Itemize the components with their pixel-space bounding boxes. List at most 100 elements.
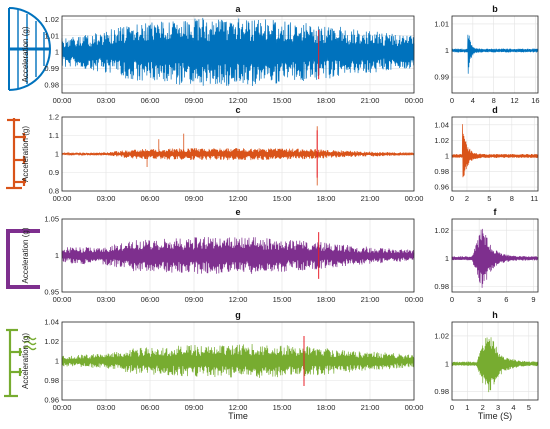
- y-axis-label: Acceleration (g): [21, 227, 30, 283]
- x-tick-label: 3: [496, 403, 500, 412]
- axes-box: [61, 15, 415, 94]
- x-tick-label: 21:00: [361, 295, 380, 304]
- damper-icon: [4, 328, 37, 398]
- signal-line: [451, 337, 539, 393]
- x-tick-label: 03:00: [97, 194, 116, 203]
- x-tick-label: 03:00: [97, 295, 116, 304]
- x-tick-label: 00:00: [53, 403, 72, 412]
- y-tick-label: 0.98: [44, 376, 59, 385]
- time-s-axis-label: Time (S): [478, 411, 512, 421]
- y-tick-label: 0.8: [49, 187, 59, 196]
- x-tick-label: 0: [450, 403, 454, 412]
- y-tick-label: 1: [445, 254, 449, 263]
- y-tick-label: 1.01: [434, 20, 449, 29]
- signal-line: [451, 228, 539, 288]
- y-axis-label: Acceleration (g): [21, 333, 30, 389]
- x-tick-label: 6: [504, 295, 508, 304]
- x-tick-label: 21:00: [361, 96, 380, 105]
- y-tick-label: 0.98: [434, 282, 449, 291]
- x-tick-label: 0: [450, 96, 454, 105]
- axes-box: [451, 321, 539, 401]
- y-tick-label: 0.95: [44, 288, 59, 297]
- x-tick-label: 06:00: [141, 295, 160, 304]
- y-tick-label: 0.98: [44, 80, 59, 89]
- axes-box: [451, 15, 539, 94]
- x-tick-label: 09:00: [185, 403, 204, 412]
- x-tick-label: 12:00: [229, 96, 248, 105]
- axes-box: [61, 116, 415, 192]
- signal-line: [61, 17, 415, 87]
- panel-f: 0 3 6 9 0.98 1 1.02 f: [434, 207, 539, 304]
- x-tick-label: 00:00: [405, 194, 424, 203]
- x-tick-label: 5: [487, 194, 491, 203]
- y-tick-label: 0.98: [434, 387, 449, 396]
- x-tick-label: 12:00: [229, 403, 248, 412]
- y-tick-label: 1.04: [44, 318, 59, 327]
- signal-line: [451, 124, 539, 178]
- y-tick-label: 1: [55, 357, 59, 366]
- panel-title: f: [494, 207, 498, 217]
- x-tick-label: 15:00: [273, 403, 292, 412]
- axes-box: [451, 218, 539, 293]
- x-tick-label: 1: [465, 403, 469, 412]
- x-tick-label: 2: [481, 403, 485, 412]
- panel-title: c: [235, 105, 240, 115]
- x-tick-label: 21:00: [361, 194, 380, 203]
- x-tick-label: 12:00: [229, 295, 248, 304]
- x-tick-label: 16: [531, 96, 539, 105]
- panel-h: 0 1 2 3 4 5 0.98 1 1.02 h: [434, 310, 539, 412]
- x-tick-label: 8: [492, 96, 496, 105]
- y-tick-label: 1: [445, 359, 449, 368]
- tower-icon: [6, 118, 26, 190]
- panel-a: 00:00 03:00 06:00 09:00 12:00 15:00 18:00 21:00…: [21, 4, 423, 105]
- x-tick-label: 00:00: [405, 403, 424, 412]
- y-tick-label: 0.9: [49, 168, 59, 177]
- x-tick-label: 00:00: [53, 96, 72, 105]
- x-tick-label: 0: [450, 194, 454, 203]
- panel-title: b: [492, 4, 498, 14]
- y-tick-label: 0.96: [434, 183, 449, 192]
- y-tick-label: 1: [445, 152, 449, 161]
- x-tick-label: 06:00: [141, 96, 160, 105]
- x-tick-label: 18:00: [317, 96, 336, 105]
- y-tick-label: 1.02: [434, 136, 449, 145]
- panel-d: 0 2 5 8 11 0.96 0.98 1 1.02 1.04 d: [434, 105, 539, 203]
- x-tick-label: 09:00: [185, 194, 204, 203]
- panel-g: 00:00 03:00 06:00 09:00 12:00 15:00 18:00 21:00…: [21, 310, 423, 412]
- axes-box: [451, 116, 539, 192]
- x-tick-label: 09:00: [185, 295, 204, 304]
- x-tick-label: 9: [531, 295, 535, 304]
- x-tick-label: 2: [465, 194, 469, 203]
- panel-title: g: [235, 310, 241, 320]
- panel-e: 00:00 03:00 06:00 09:00 12:00 15:00 18:00 21:00…: [21, 207, 423, 304]
- arch-bridge-icon: [8, 7, 51, 91]
- x-tick-label: 00:00: [405, 295, 424, 304]
- y-tick-label: 1: [55, 48, 59, 57]
- x-tick-label: 06:00: [141, 403, 160, 412]
- y-tick-label: 1.01: [44, 31, 59, 40]
- x-tick-label: 8: [510, 194, 514, 203]
- x-tick-label: 15:00: [273, 194, 292, 203]
- signal-line: [61, 343, 415, 378]
- y-tick-label: 1.05: [44, 215, 59, 224]
- panel-title: h: [492, 310, 498, 320]
- panel-title: a: [235, 4, 241, 14]
- x-tick-label: 00:00: [53, 295, 72, 304]
- y-tick-label: 1: [445, 46, 449, 55]
- x-tick-label: 18:00: [317, 403, 336, 412]
- y-tick-label: 0.99: [44, 64, 59, 73]
- panel-title: e: [235, 207, 240, 217]
- x-tick-label: 06:00: [141, 194, 160, 203]
- x-tick-label: 3: [477, 295, 481, 304]
- time-axis-label: Time: [228, 411, 248, 421]
- x-tick-label: 0: [450, 295, 454, 304]
- y-tick-label: 0.98: [434, 167, 449, 176]
- x-tick-label: 18:00: [317, 194, 336, 203]
- panel-b: 0 4 8 12 16 0.99 1 1.01 b: [434, 4, 539, 105]
- x-tick-label: 12: [510, 96, 518, 105]
- x-tick-label: 21:00: [361, 403, 380, 412]
- x-tick-label: 5: [527, 403, 531, 412]
- signal-line: [61, 237, 415, 274]
- x-tick-label: 00:00: [405, 96, 424, 105]
